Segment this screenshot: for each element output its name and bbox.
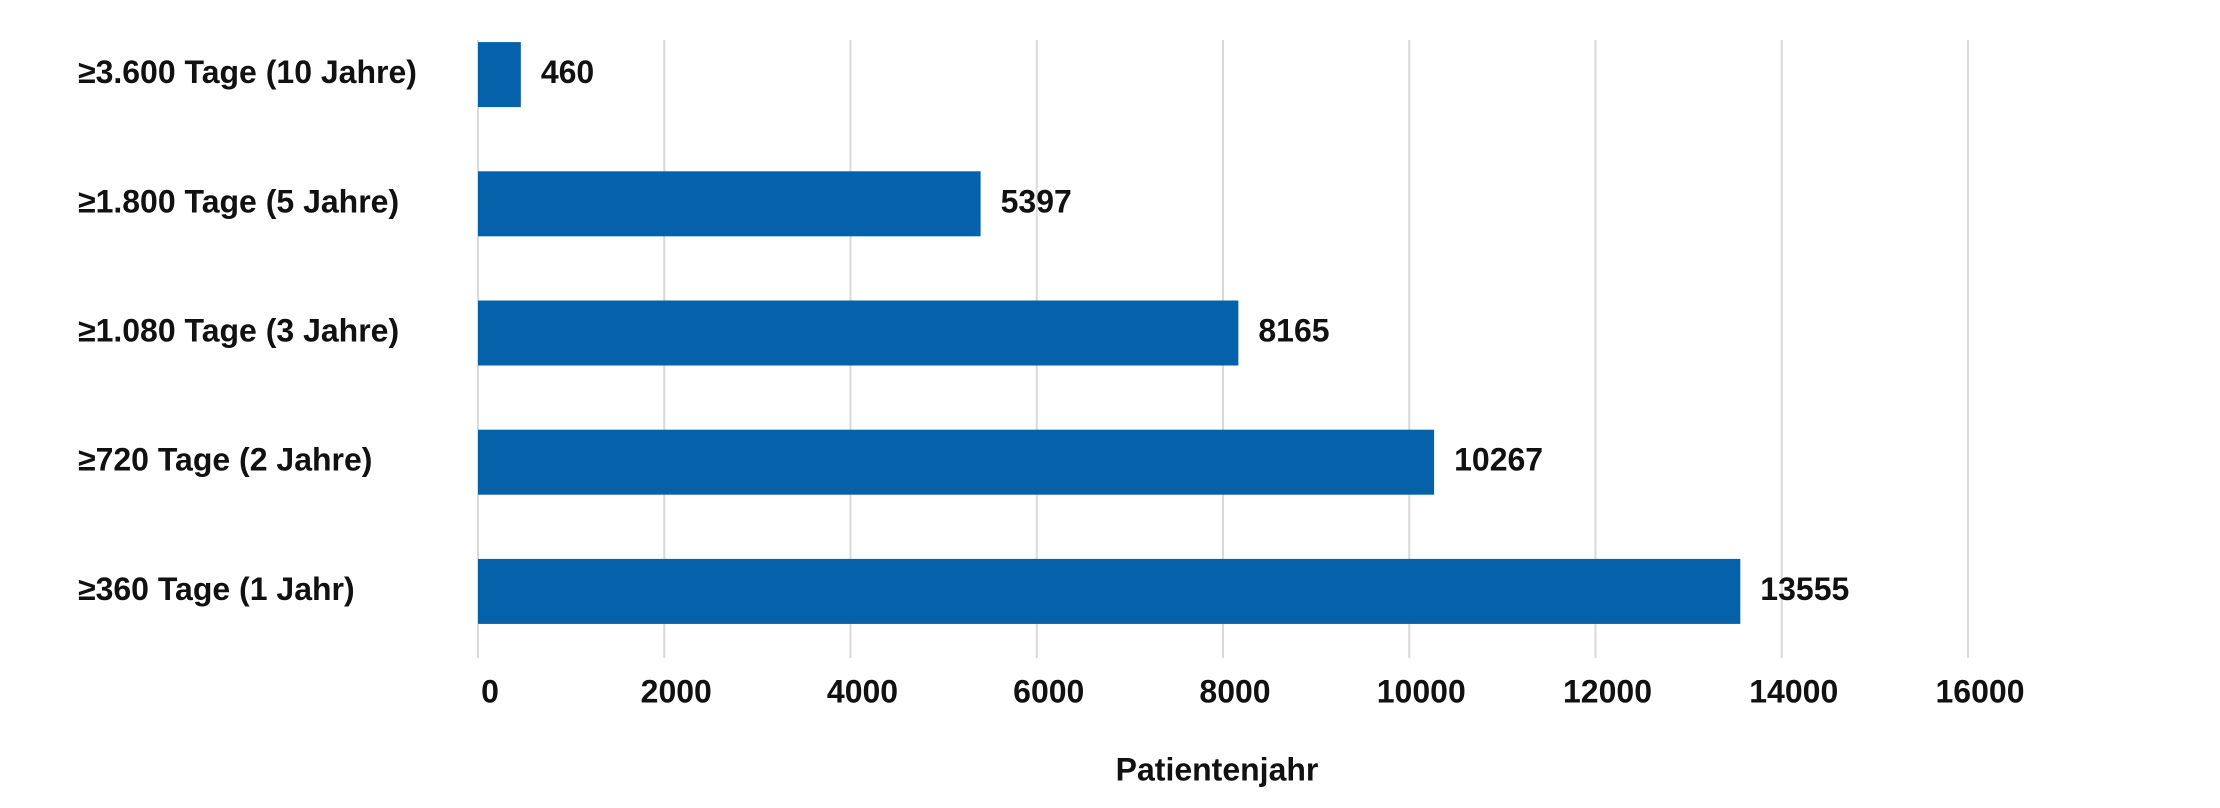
x-tick-label: 14000 <box>1749 673 1838 709</box>
bar <box>478 42 521 108</box>
y-tick-label: ≥1.800 Tage (5 Jahre) <box>78 183 399 219</box>
y-tick-label: ≥1.080 Tage (3 Jahre) <box>78 312 399 348</box>
value-label: 460 <box>541 54 594 90</box>
x-tick-label: 8000 <box>1199 673 1270 709</box>
y-tick-label: ≥3.600 Tage (10 Jahre) <box>78 54 417 90</box>
x-tick-label: 10000 <box>1377 673 1466 709</box>
y-tick-label: ≥720 Tage (2 Jahre) <box>78 442 372 478</box>
x-tick-label: 0 <box>481 673 499 709</box>
x-tick-label: 6000 <box>1013 673 1084 709</box>
bar <box>478 558 1741 624</box>
x-tick-label: 16000 <box>1936 673 2025 709</box>
bar <box>478 171 981 237</box>
value-label: 8165 <box>1258 312 1329 348</box>
bar <box>478 429 1435 495</box>
x-tick-label: 12000 <box>1563 673 1652 709</box>
x-tick-label: 2000 <box>641 673 712 709</box>
value-label: 5397 <box>1001 183 1072 219</box>
value-label: 13555 <box>1760 571 1849 607</box>
y-tick-label: ≥360 Tage (1 Jahr) <box>78 571 355 607</box>
x-axis-title: Patientenjahr <box>1116 751 1319 787</box>
value-label: 10267 <box>1454 442 1543 478</box>
x-tick-label: 4000 <box>827 673 898 709</box>
bar <box>478 300 1239 366</box>
